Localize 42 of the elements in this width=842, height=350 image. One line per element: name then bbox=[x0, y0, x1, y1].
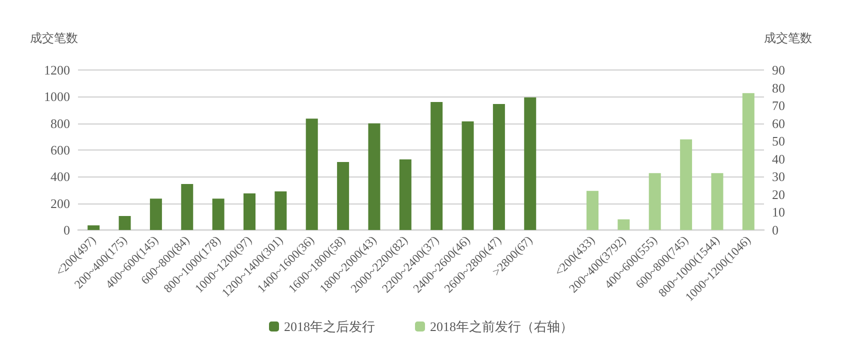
bar bbox=[244, 193, 256, 230]
y2-tick-label: 60 bbox=[772, 116, 785, 131]
y2-axis-title: 成交笔数 bbox=[764, 31, 812, 45]
bar bbox=[618, 219, 630, 230]
y-tick-label: 600 bbox=[50, 142, 70, 158]
y-tick-label: 1200 bbox=[44, 62, 70, 78]
y-tick-label: 200 bbox=[50, 196, 70, 211]
legend-label: 2018年之前发行（右轴） bbox=[430, 319, 573, 334]
y2-tick-label: 10 bbox=[772, 204, 785, 220]
bar bbox=[742, 93, 754, 230]
bar bbox=[711, 173, 724, 230]
bar bbox=[88, 225, 100, 230]
y-axis-title: 成交笔数 bbox=[30, 31, 78, 45]
bar bbox=[306, 118, 318, 230]
y2-tick-label: 0 bbox=[772, 222, 778, 238]
bar bbox=[118, 216, 131, 230]
bar bbox=[337, 162, 350, 230]
y-tick-label: 400 bbox=[50, 169, 70, 184]
y2-tick-label: 20 bbox=[772, 186, 785, 202]
bar bbox=[399, 159, 412, 230]
y-tick-label: 0 bbox=[64, 222, 70, 238]
bar bbox=[274, 191, 287, 230]
bar bbox=[181, 184, 194, 230]
bar bbox=[150, 198, 162, 230]
y-tick-label: 1000 bbox=[44, 89, 70, 104]
bar bbox=[462, 121, 474, 230]
bar bbox=[586, 190, 598, 230]
y2-tick-label: 30 bbox=[772, 169, 785, 184]
y2-tick-label: 90 bbox=[772, 62, 785, 78]
legend-label: 2018年之后发行 bbox=[284, 319, 375, 334]
bar bbox=[492, 104, 505, 230]
bar bbox=[212, 198, 224, 230]
bar bbox=[680, 139, 692, 230]
y2-tick-label: 40 bbox=[772, 151, 785, 166]
y2-tick-label: 50 bbox=[772, 134, 785, 149]
bar bbox=[524, 97, 536, 230]
y-tick-label: 800 bbox=[50, 116, 70, 131]
y2-tick-label: 70 bbox=[772, 98, 785, 114]
bar bbox=[648, 173, 661, 230]
bar bbox=[430, 102, 443, 230]
bar bbox=[368, 123, 380, 230]
y2-tick-label: 80 bbox=[772, 80, 785, 96]
